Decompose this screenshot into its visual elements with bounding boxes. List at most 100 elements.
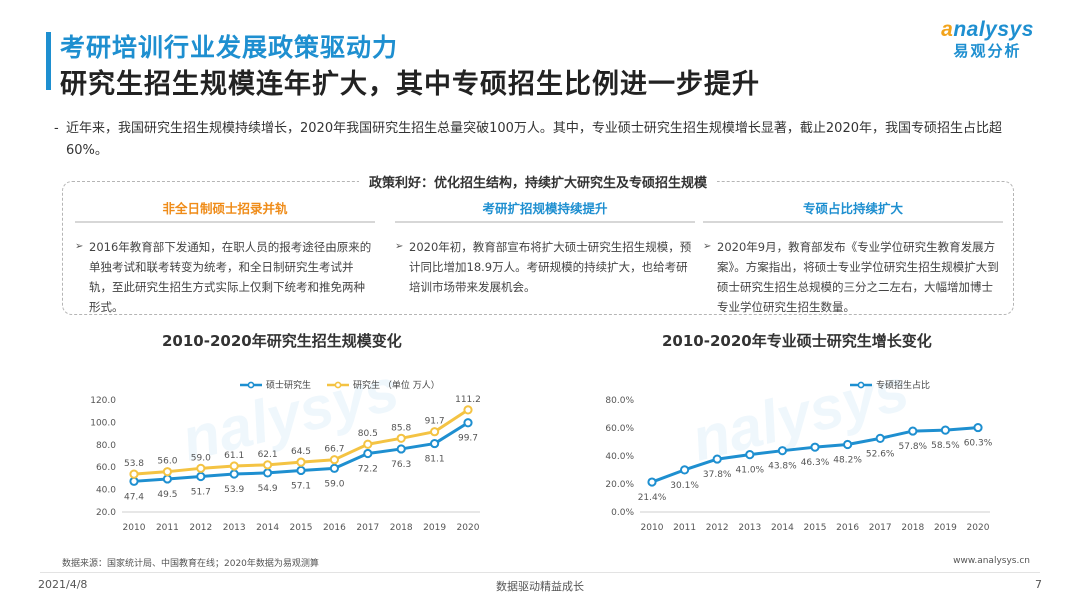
data-label: 81.1 xyxy=(425,455,445,465)
data-label: 72.2 xyxy=(358,465,378,475)
data-label: 54.9 xyxy=(258,484,278,494)
policy-text-1: ➢ 2016年教育部下发通知，在职人员的报考途径由原来的单独考试和联考转变为统考… xyxy=(75,237,375,317)
data-point xyxy=(229,469,239,479)
page-subtitle: 研究生招生规模连年扩大，其中专硕招生比例进一步提升 xyxy=(60,69,760,100)
x-tick-label: 2010 xyxy=(641,523,664,533)
x-tick-label: 2013 xyxy=(223,523,246,533)
intro-text: 近年来，我国研究生招生规模持续增长，2020年我国研究生招生总量突破100万人。… xyxy=(66,121,1002,158)
x-tick-label: 2014 xyxy=(771,523,794,533)
x-tick-label: 2015 xyxy=(290,523,313,533)
data-label: 57.8% xyxy=(899,442,928,452)
data-label: 59.0 xyxy=(191,453,211,463)
policy-column-2: 考研扩招规模持续提升 ➢ 2020年初，教育部宣布将扩大硕士研究生招生规模，预计… xyxy=(395,198,695,297)
data-label: 58.5% xyxy=(931,441,960,451)
intro-paragraph: - 近年来，我国研究生招生规模持续增长，2020年我国研究生招生总量突破100万… xyxy=(54,118,1026,162)
data-label: 43.8% xyxy=(768,462,797,472)
data-source: 数据来源：国家统计局、中国教育在线；2020年数据为易观测算 xyxy=(62,559,319,569)
data-point xyxy=(129,469,139,479)
footer-date: 2021/4/8 xyxy=(38,578,88,591)
x-tick-label: 2011 xyxy=(156,523,179,533)
policy-column-3: 专硕占比持续扩大 ➢ 2020年9月，教育部发布《专业学位研究生教育发展方案》。… xyxy=(703,198,1003,317)
data-label: 53.8 xyxy=(124,459,144,469)
legend-label: 专硕招生占比 xyxy=(876,379,930,391)
legend-label: 研究生 （单位 万人） xyxy=(353,379,440,391)
data-point xyxy=(430,438,440,449)
data-label: 51.7 xyxy=(191,487,211,497)
data-label: 99.7 xyxy=(458,434,478,444)
data-label: 76.3 xyxy=(391,460,411,470)
x-tick-label: 2019 xyxy=(423,523,446,533)
x-tick-label: 2017 xyxy=(356,523,379,533)
bullet-arrow-icon: ➢ xyxy=(395,241,404,252)
x-tick-label: 2019 xyxy=(934,523,957,533)
x-tick-label: 2018 xyxy=(901,523,924,533)
data-label: 46.3% xyxy=(801,458,830,468)
footer-slogan: 数据驱动精益成长 xyxy=(496,580,584,593)
bullet-arrow-icon: ➢ xyxy=(703,241,712,252)
data-point xyxy=(396,433,406,443)
x-tick-label: 2017 xyxy=(869,523,892,533)
data-point xyxy=(463,418,473,428)
website-url: www.analysys.cn xyxy=(953,556,1030,566)
data-point xyxy=(680,465,690,475)
y-tick-label: 0.0% xyxy=(611,508,634,518)
y-tick-label: 80.0 xyxy=(96,441,116,451)
data-point xyxy=(430,427,440,437)
chart-enrollment: 20.0 40.0 60.0 80.0 100.0 120.0 2010 2011 2012 20… xyxy=(90,379,481,533)
data-point xyxy=(810,442,820,452)
page-title: 考研培训行业发展政策驱动力 xyxy=(60,33,399,62)
data-label: 47.4 xyxy=(124,492,144,502)
data-label: 80.5 xyxy=(358,429,378,439)
policy-heading-1: 非全日制硕士招录并轨 xyxy=(75,198,375,223)
data-label: 53.9 xyxy=(224,485,244,495)
data-point xyxy=(229,461,239,471)
y-tick-label: 20.0% xyxy=(605,480,634,490)
data-label: 64.5 xyxy=(291,447,311,457)
data-label: 30.1% xyxy=(670,481,699,491)
y-tick-label: 100.0 xyxy=(90,418,116,428)
logo-letter-a: a xyxy=(941,18,954,41)
data-point xyxy=(363,448,373,459)
x-tick-label: 2018 xyxy=(390,523,413,533)
policy-title: 政策利好：优化招生结构，持续扩大研究生及专硕招生规模 xyxy=(63,172,1013,191)
data-label: 91.7 xyxy=(425,417,445,427)
data-label: 52.6% xyxy=(866,449,895,459)
x-tick-label: 2012 xyxy=(189,523,212,533)
data-label: 21.4% xyxy=(638,493,667,503)
data-point xyxy=(777,446,787,456)
data-label: 66.7 xyxy=(324,445,344,455)
logo-text-en: nalysys xyxy=(953,18,1034,41)
data-point xyxy=(196,463,206,473)
series-line xyxy=(651,426,979,484)
data-point xyxy=(129,476,139,486)
legend-label: 硕士研究生 xyxy=(266,379,311,391)
data-point xyxy=(329,455,339,465)
y-tick-label: 60.0% xyxy=(605,424,634,434)
legend-marker xyxy=(247,381,255,389)
data-point xyxy=(712,454,722,464)
data-point xyxy=(396,444,406,454)
x-tick-label: 2010 xyxy=(123,523,146,533)
data-label: 59.0 xyxy=(324,479,344,489)
chart-title-enrollment: 2010-2020年研究生招生规模变化 xyxy=(162,332,402,350)
y-tick-label: 40.0% xyxy=(605,452,634,462)
footer-divider xyxy=(40,572,1040,573)
x-tick-label: 2012 xyxy=(706,523,729,533)
data-label: 48.2% xyxy=(833,456,862,466)
data-label: 60.3% xyxy=(964,439,993,449)
data-point xyxy=(745,450,755,460)
x-tick-label: 2020 xyxy=(457,523,480,533)
data-point xyxy=(263,460,273,470)
legend-marker xyxy=(334,381,342,389)
data-label: 57.1 xyxy=(291,481,311,491)
data-point xyxy=(843,439,853,450)
data-point xyxy=(463,405,473,415)
data-point xyxy=(329,463,339,473)
x-tick-label: 2013 xyxy=(738,523,761,533)
x-tick-label: 2014 xyxy=(256,523,279,533)
intro-dash: - xyxy=(54,121,59,136)
x-tick-label: 2011 xyxy=(673,523,696,533)
title-accent-bar xyxy=(46,32,51,90)
legend-marker xyxy=(857,381,865,389)
data-label: 61.1 xyxy=(224,451,244,461)
